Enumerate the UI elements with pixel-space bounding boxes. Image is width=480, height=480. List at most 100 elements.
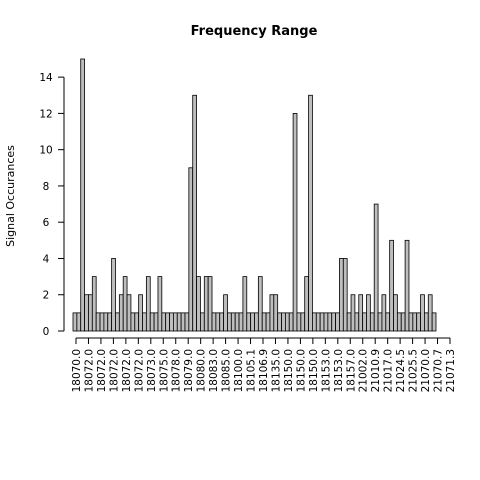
x-tick-label: 18153.0 — [320, 349, 332, 392]
y-tick-label: 6 — [43, 217, 50, 229]
bar-76 — [366, 294, 371, 332]
bar-72 — [350, 294, 356, 332]
x-tick-label: 18070.0 — [71, 349, 83, 392]
x-tick-label: 18083.0 — [208, 349, 220, 392]
bar-52 — [273, 294, 279, 332]
bar-82 — [389, 239, 394, 332]
bar-44 — [242, 276, 248, 332]
bar-16 — [134, 312, 140, 332]
x-tick-label: 18075.0 — [158, 349, 170, 392]
y-tick-label: 0 — [43, 326, 50, 338]
x-tick-label: 18072.0 — [96, 349, 108, 392]
x-tick-label: 18072.0 — [83, 349, 95, 392]
bar-26 — [172, 312, 178, 332]
x-tick-label: 18153.0 — [333, 349, 345, 392]
bar-51 — [269, 294, 275, 332]
bar-92 — [427, 294, 433, 332]
bar-20 — [149, 312, 155, 332]
bar-57 — [292, 113, 298, 332]
bar-42 — [234, 312, 240, 332]
bar-79 — [377, 312, 383, 332]
bar-29 — [184, 312, 190, 332]
x-tick-label: 18150.0 — [283, 349, 295, 392]
bar-25 — [169, 312, 174, 332]
bar-69 — [339, 258, 344, 332]
bar-75 — [362, 312, 367, 332]
bar-61 — [308, 94, 313, 332]
x-tick-label: 18079.0 — [183, 349, 195, 392]
y-tick-label: 10 — [39, 145, 52, 157]
bar-67 — [331, 312, 336, 332]
bar-85 — [400, 312, 406, 332]
bar-73 — [354, 312, 360, 332]
bar-68 — [335, 312, 340, 332]
bar-36 — [211, 312, 217, 332]
bar-86 — [404, 239, 410, 332]
y-axis-label: Signal Occurances — [4, 145, 17, 247]
bar-5 — [91, 276, 97, 332]
bar-9 — [107, 312, 113, 332]
bar-56 — [288, 312, 294, 332]
x-tick-label: 18100.0 — [233, 349, 245, 392]
bar-50 — [265, 312, 271, 332]
x-tick-label: 18150.0 — [308, 349, 320, 392]
bar-10 — [111, 258, 116, 332]
bar-93 — [431, 312, 437, 332]
bar-48 — [257, 276, 263, 332]
bar-12 — [118, 294, 124, 332]
bar-27 — [176, 312, 182, 332]
bar-84 — [396, 312, 402, 332]
x-tick-label: 21024.5 — [395, 349, 407, 392]
bar-24 — [165, 312, 170, 332]
bar-80 — [381, 294, 387, 332]
y-tick-label: 14 — [39, 72, 53, 84]
bar-0 — [72, 312, 78, 332]
bar-8 — [103, 312, 109, 332]
bar-4 — [88, 294, 93, 332]
bar-6 — [95, 312, 101, 332]
bar-78 — [373, 203, 379, 332]
x-tick-label: 18150.0 — [295, 349, 307, 392]
bar-59 — [300, 312, 306, 332]
x-tick-label: 18105.1 — [246, 349, 258, 392]
bar-38 — [219, 312, 225, 332]
bar-32 — [196, 276, 201, 332]
bars-group — [72, 58, 437, 332]
bar-47 — [254, 312, 259, 332]
bar-64 — [319, 312, 325, 332]
bar-11 — [115, 312, 120, 332]
bar-41 — [230, 312, 236, 332]
bar-49 — [261, 312, 267, 332]
bar-74 — [358, 294, 364, 332]
bar-3 — [84, 294, 89, 332]
bar-60 — [304, 276, 309, 332]
bar-90 — [420, 294, 425, 332]
y-tick-label: 12 — [39, 108, 52, 120]
bar-63 — [315, 312, 321, 332]
bar-2 — [80, 58, 85, 332]
y-tick-label: 2 — [43, 290, 50, 302]
bar-77 — [369, 312, 375, 332]
bar-45 — [246, 312, 252, 332]
bar-83 — [393, 294, 398, 332]
bar-54 — [281, 312, 286, 332]
bar-31 — [192, 94, 197, 332]
bar-33 — [200, 312, 205, 332]
x-tick-label: 18072.0 — [133, 349, 145, 392]
bar-15 — [130, 312, 136, 332]
bar-21 — [153, 312, 159, 332]
bar-1 — [76, 312, 82, 332]
bar-34 — [203, 276, 209, 332]
y-axis: 0 2 4 6 8 10 12 14 — [39, 72, 65, 338]
bar-23 — [161, 312, 167, 332]
x-tick-label: 18072.0 — [121, 349, 133, 392]
x-tick-label: 21025.5 — [408, 349, 420, 392]
bar-87 — [408, 312, 414, 332]
chart-title: Frequency Range — [191, 24, 318, 39]
bar-53 — [277, 312, 282, 332]
x-tick-label: 21017.0 — [383, 349, 395, 392]
bar-18 — [142, 312, 147, 332]
bar-40 — [227, 312, 232, 332]
bar-14 — [126, 294, 132, 332]
